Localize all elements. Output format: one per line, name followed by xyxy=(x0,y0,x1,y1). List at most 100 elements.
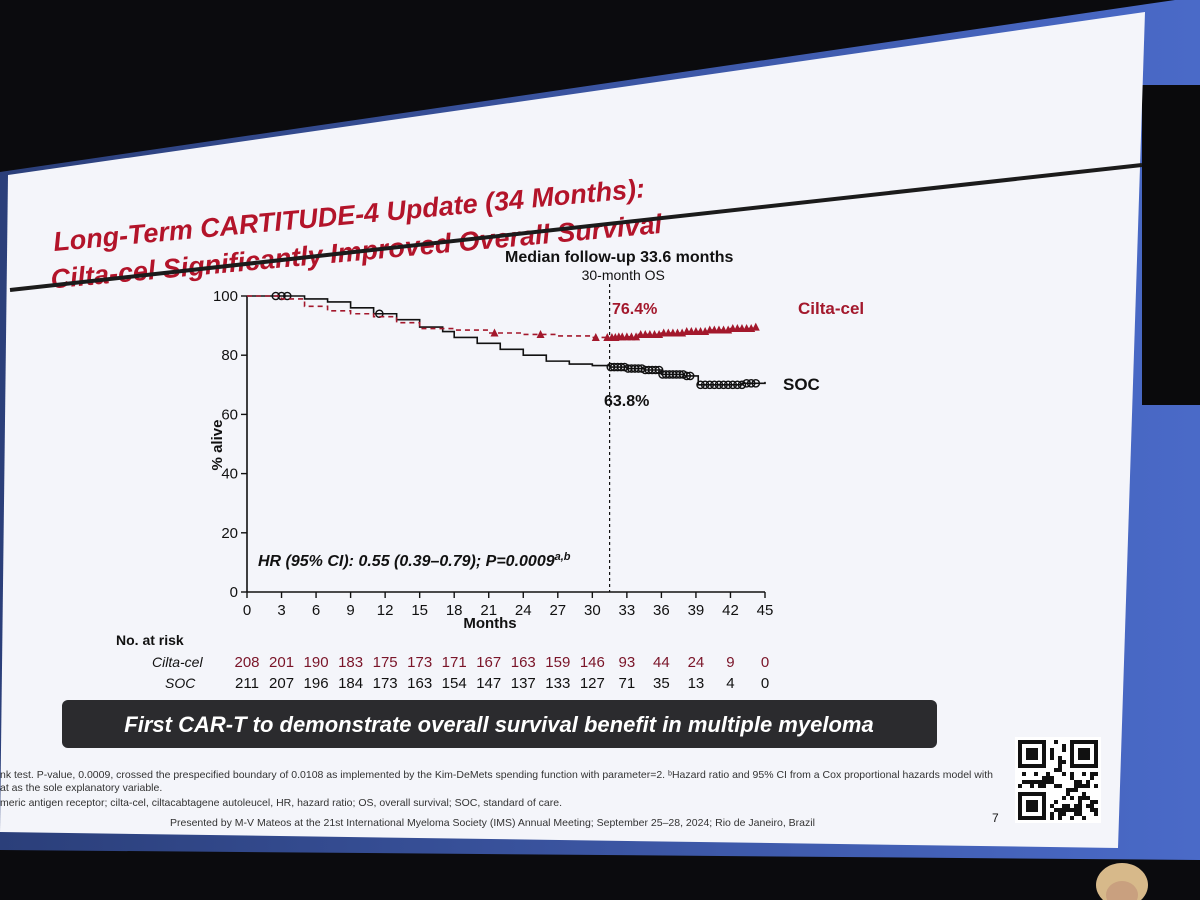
x-tick-label: 27 xyxy=(549,602,566,619)
risk-value-soc: 127 xyxy=(580,675,605,692)
qr-module xyxy=(1066,804,1070,808)
qr-module xyxy=(1054,768,1058,772)
cilta-cel-censor-marker xyxy=(632,332,641,341)
qr-module xyxy=(1070,808,1074,812)
soc-censor-marker xyxy=(705,380,715,390)
x-tick-label: 33 xyxy=(619,602,636,619)
qr-module xyxy=(1034,772,1038,776)
qr-module xyxy=(1070,796,1074,800)
qr-module xyxy=(1090,776,1094,780)
qr-module xyxy=(1046,780,1050,784)
soc-censor-marker xyxy=(751,379,761,388)
soc-censor-marker xyxy=(719,380,728,390)
footnote-line-2: at as the sole explanatory variable. xyxy=(0,782,162,794)
qr-module xyxy=(1086,780,1090,784)
qr-module xyxy=(1042,780,1046,784)
risk-value-cilta: 173 xyxy=(407,654,432,671)
soc-censor-marker xyxy=(737,380,747,390)
qr-module xyxy=(1058,756,1062,760)
qr-module xyxy=(1094,800,1098,804)
x-tick-label: 45 xyxy=(757,602,774,619)
footnote-line-1: nk test. P-value, 0.0009, crossed the pr… xyxy=(0,769,993,781)
qr-module xyxy=(1082,792,1086,796)
page-number: 7 xyxy=(992,811,999,825)
risk-value-cilta: 24 xyxy=(688,654,705,671)
qr-module xyxy=(1022,780,1026,784)
qr-module xyxy=(1094,808,1098,812)
qr-module xyxy=(1062,772,1066,776)
soc-censor-marker xyxy=(271,291,281,301)
qr-module xyxy=(1050,748,1054,752)
qr-module xyxy=(1062,804,1066,808)
qr-module xyxy=(1018,784,1022,788)
qr-module xyxy=(1090,772,1094,776)
qr-module xyxy=(1070,772,1074,776)
qr-module xyxy=(1050,756,1054,760)
slide xyxy=(0,12,1145,848)
qr-module xyxy=(1094,772,1098,776)
soc-censor-marker xyxy=(700,380,710,390)
x-tick-label: 6 xyxy=(312,602,320,619)
legend-soc: SOC xyxy=(783,375,820,394)
cilta-cel-censor-marker xyxy=(591,332,600,341)
x-tick-label: 9 xyxy=(346,602,354,619)
risk-value-cilta: 93 xyxy=(619,654,636,671)
qr-module xyxy=(1046,776,1050,780)
qr-module xyxy=(1082,772,1086,776)
qr-module xyxy=(1070,776,1074,780)
soc-censor-marker xyxy=(682,371,692,381)
qr-module xyxy=(1070,816,1074,820)
x-tick-label: 24 xyxy=(515,602,532,619)
risk-value-cilta: 171 xyxy=(442,654,467,671)
qr-module xyxy=(1058,764,1062,768)
risk-value-soc: 211 xyxy=(235,675,259,692)
qr-module xyxy=(1042,784,1046,788)
cilta-cel-censor-marker xyxy=(751,322,760,331)
key-message-text: First CAR-T to demonstrate overall survi… xyxy=(124,712,873,737)
qr-module xyxy=(1090,808,1094,812)
qr-module xyxy=(1090,800,1094,804)
qr-module xyxy=(1062,796,1066,800)
risk-value-cilta: 208 xyxy=(234,654,259,671)
side-panel xyxy=(1142,85,1200,405)
qr-module xyxy=(1062,808,1066,812)
risk-value-soc: 184 xyxy=(338,675,363,692)
y-tick-label: 60 xyxy=(221,406,238,423)
risk-value-soc: 196 xyxy=(304,675,329,692)
x-tick-label: 3 xyxy=(277,602,285,619)
qr-module xyxy=(1078,784,1082,788)
qr-module xyxy=(1054,808,1058,812)
speaker-face xyxy=(1106,881,1138,900)
qr-module xyxy=(1062,748,1066,752)
risk-value-soc: 173 xyxy=(373,675,398,692)
soc-censor-marker xyxy=(746,379,756,388)
qr-module xyxy=(1082,816,1086,820)
qr-module xyxy=(1050,780,1054,784)
qr-module xyxy=(1046,772,1050,776)
qr-module xyxy=(1062,760,1066,764)
risk-value-cilta: 167 xyxy=(476,654,501,671)
y-tick-label: 0 xyxy=(230,584,238,601)
hr-prefix: HR (95% CI): 0.55 (0.39–0.79); xyxy=(258,553,486,570)
hr-superscript: a,b xyxy=(555,551,571,563)
cilta-cel-censor-marker xyxy=(536,329,545,338)
key-message-banner xyxy=(62,700,937,748)
soc-censor-marker xyxy=(728,380,738,390)
qr-module xyxy=(1078,800,1082,804)
y-tick-label: 80 xyxy=(221,347,238,364)
risk-value-soc: 154 xyxy=(442,675,467,692)
x-tick-label: 39 xyxy=(688,602,705,619)
qr-module xyxy=(1058,808,1062,812)
qr-module xyxy=(1078,780,1082,784)
qr-module xyxy=(1058,816,1062,820)
qr-module xyxy=(1042,776,1046,780)
qr-module xyxy=(1050,804,1054,808)
y-axis-title: % alive xyxy=(209,420,226,471)
risk-value-cilta: 159 xyxy=(545,654,570,671)
x-tick-label: 42 xyxy=(722,602,739,619)
qr-module xyxy=(1066,788,1070,792)
risk-value-cilta: 190 xyxy=(304,654,329,671)
y-tick-label: 20 xyxy=(221,525,238,542)
